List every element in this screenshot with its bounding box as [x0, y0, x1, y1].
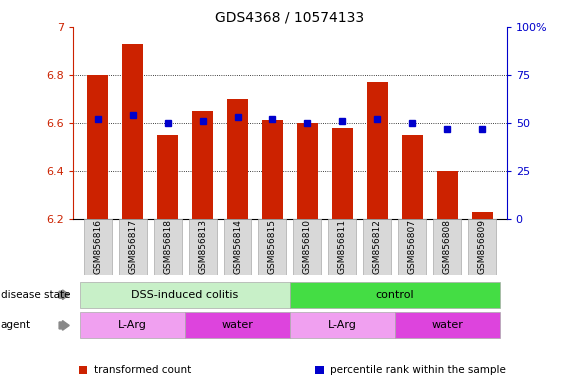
FancyBboxPatch shape	[399, 219, 426, 275]
FancyBboxPatch shape	[258, 219, 287, 275]
Bar	[437, 171, 458, 219]
FancyBboxPatch shape	[185, 313, 290, 338]
Bar	[367, 82, 388, 219]
Text: water: water	[222, 320, 253, 331]
Bar	[227, 99, 248, 219]
Text: GSM856816: GSM856816	[93, 219, 102, 274]
Bar	[157, 135, 178, 219]
Bar	[87, 75, 108, 219]
FancyBboxPatch shape	[154, 219, 182, 275]
FancyBboxPatch shape	[290, 282, 500, 308]
FancyBboxPatch shape	[293, 219, 321, 275]
Text: GSM856808: GSM856808	[443, 219, 452, 274]
Text: disease state: disease state	[1, 290, 70, 300]
FancyBboxPatch shape	[290, 313, 395, 338]
Text: GSM856818: GSM856818	[163, 219, 172, 274]
Text: water: water	[431, 320, 463, 331]
Text: L-Arg: L-Arg	[118, 320, 147, 331]
FancyBboxPatch shape	[80, 282, 290, 308]
Text: transformed count: transformed count	[94, 365, 191, 375]
Text: agent: agent	[1, 320, 31, 331]
FancyBboxPatch shape	[395, 313, 500, 338]
Bar	[122, 44, 143, 219]
Bar	[402, 135, 423, 219]
Text: GSM856817: GSM856817	[128, 219, 137, 274]
FancyBboxPatch shape	[119, 219, 146, 275]
FancyBboxPatch shape	[224, 219, 252, 275]
Bar	[262, 121, 283, 219]
Text: GSM856814: GSM856814	[233, 219, 242, 274]
Text: GSM856810: GSM856810	[303, 219, 312, 274]
Text: percentile rank within the sample: percentile rank within the sample	[330, 365, 506, 375]
Text: GSM856815: GSM856815	[268, 219, 277, 274]
FancyBboxPatch shape	[363, 219, 391, 275]
FancyBboxPatch shape	[84, 219, 111, 275]
Text: control: control	[376, 290, 414, 300]
Text: GSM856812: GSM856812	[373, 219, 382, 274]
Bar	[332, 128, 353, 219]
FancyBboxPatch shape	[328, 219, 356, 275]
FancyBboxPatch shape	[80, 313, 185, 338]
FancyBboxPatch shape	[189, 219, 217, 275]
Text: L-Arg: L-Arg	[328, 320, 357, 331]
Text: GSM856807: GSM856807	[408, 219, 417, 274]
FancyBboxPatch shape	[434, 219, 461, 275]
Bar	[472, 212, 493, 219]
Text: GSM856811: GSM856811	[338, 219, 347, 274]
FancyBboxPatch shape	[468, 219, 496, 275]
Title: GDS4368 / 10574133: GDS4368 / 10574133	[216, 10, 364, 24]
Text: GSM856813: GSM856813	[198, 219, 207, 274]
Text: DSS-induced colitis: DSS-induced colitis	[131, 290, 239, 300]
Bar	[192, 111, 213, 219]
Text: GSM856809: GSM856809	[478, 219, 487, 274]
Bar	[297, 123, 318, 219]
